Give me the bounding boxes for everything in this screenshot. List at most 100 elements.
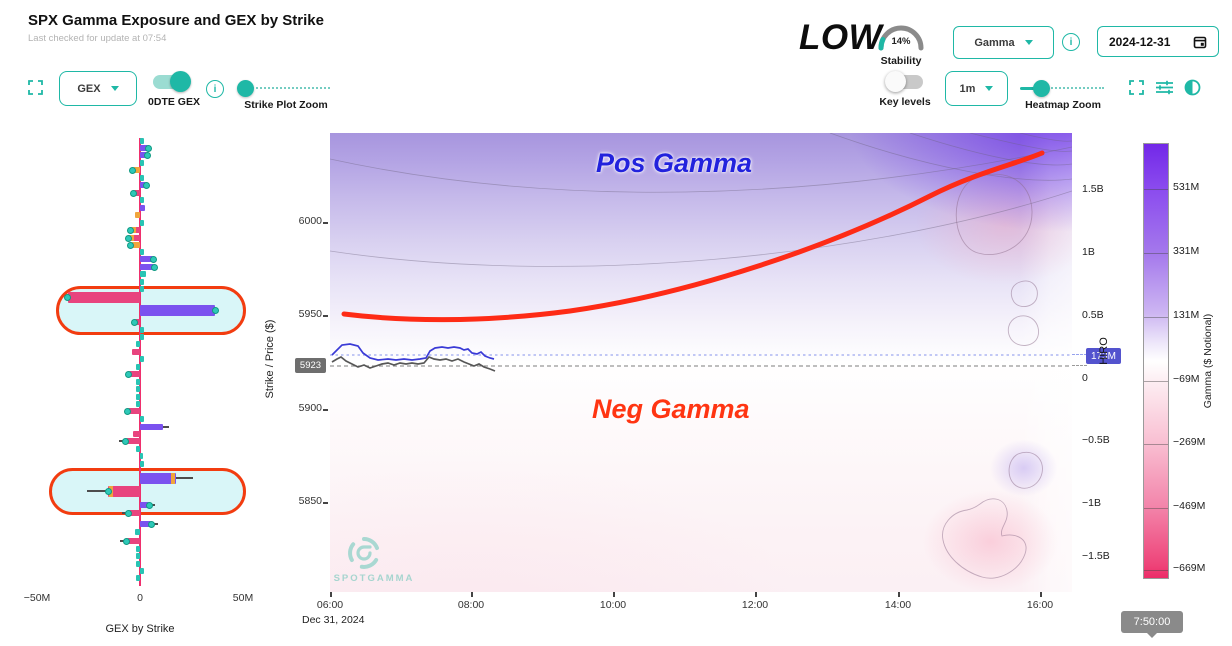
stability-gauge-arc bbox=[878, 25, 924, 51]
info-icon[interactable]: i bbox=[206, 80, 224, 98]
info-icon[interactable]: i bbox=[1062, 33, 1080, 51]
y-axis-tick-mark bbox=[323, 409, 328, 411]
heatmap-path-blob bbox=[1007, 315, 1039, 346]
last-checked-text: Last checked for update at 07:54 bbox=[28, 33, 167, 44]
odte-gex-toggle-knob[interactable] bbox=[170, 71, 191, 92]
metric-select[interactable]: Gamma bbox=[953, 26, 1054, 59]
x-axis-tick-mark bbox=[613, 592, 615, 597]
y-axis-tick-mark bbox=[323, 222, 328, 224]
hiro-axis-tick-label: −0.5B bbox=[1082, 434, 1110, 446]
colorbar-tick-label: 531M bbox=[1173, 181, 1200, 193]
stability-percent: 14% bbox=[891, 36, 911, 47]
heatmap-svg bbox=[330, 133, 1072, 579]
hiro-axis-tick-label: −1.5B bbox=[1082, 550, 1110, 562]
hiro-axis-tick-label: −1B bbox=[1082, 497, 1101, 509]
heatmap-path-blob bbox=[942, 498, 1027, 579]
colorbar-segment-line bbox=[1144, 444, 1168, 445]
hiro-axis-tick-label: 1.5B bbox=[1082, 183, 1104, 195]
tune-settings-icon[interactable] bbox=[1156, 80, 1173, 95]
x-axis-tick-label: 16:00 bbox=[1026, 599, 1054, 611]
heatmap-path-blob bbox=[1010, 280, 1038, 308]
hiro-axis-tick-label: 0 bbox=[1082, 372, 1088, 384]
strike-zoom-slider-knob[interactable] bbox=[237, 80, 254, 97]
colorbar-tick-label: −469M bbox=[1173, 500, 1206, 512]
chevron-down-icon bbox=[985, 86, 994, 91]
heatmap-zoom-slider-knob[interactable] bbox=[1033, 80, 1050, 97]
heatmap-path-contour bbox=[829, 133, 1072, 181]
y-axis-tick-label: 5900 bbox=[298, 402, 322, 414]
date-value: 2024-12-31 bbox=[1109, 34, 1171, 49]
pos-gamma-annotation: Pos Gamma bbox=[596, 148, 753, 178]
key-strike-highlight-oval bbox=[49, 468, 246, 515]
spotgamma-watermark-text: SPOTGAMMA bbox=[333, 573, 415, 584]
series-select-value: GEX bbox=[77, 82, 101, 95]
strike-zoom-slider-track[interactable] bbox=[244, 87, 330, 89]
key-strike-highlight-oval bbox=[56, 286, 246, 335]
time-tooltip: 7:50:00 bbox=[1121, 611, 1183, 638]
colorbar-tick-label: 131M bbox=[1173, 309, 1200, 321]
page-title: SPX Gamma Exposure and GEX by Strike bbox=[28, 12, 324, 29]
current-price-badge: 5923 bbox=[295, 358, 326, 373]
stability-label: Stability bbox=[880, 55, 922, 67]
gamma-heatmap-plot[interactable]: Pos Gamma Neg Gamma SPOTGAMMA bbox=[330, 133, 1072, 592]
y-axis-tick-label: 5850 bbox=[298, 495, 322, 507]
x-axis-tick-label: 14:00 bbox=[884, 599, 912, 611]
heatmap-path-contour bbox=[1019, 133, 1072, 142]
strike-price-axis-title: Strike / Price ($) bbox=[264, 319, 276, 399]
hiro-axis-title: HIRO bbox=[1098, 337, 1110, 365]
interval-select[interactable]: 1m bbox=[945, 71, 1008, 106]
colorbar-segment-line bbox=[1144, 317, 1168, 318]
colorbar-tick-label: −269M bbox=[1173, 436, 1206, 448]
x-axis-tick-label: 10:00 bbox=[599, 599, 627, 611]
y-axis-tick-mark bbox=[323, 502, 328, 504]
fullscreen-icon[interactable] bbox=[1129, 80, 1144, 95]
heatmap-path-blob bbox=[955, 173, 1033, 255]
strike-chart-title: GEX by Strike bbox=[105, 623, 175, 635]
strike-zoom-label: Strike Plot Zoom bbox=[244, 99, 328, 111]
heatmap-path-blue bbox=[331, 343, 495, 361]
stability-gauge: 14% Stability bbox=[874, 23, 928, 67]
x-axis-tick-mark bbox=[330, 592, 332, 597]
strike-axis-tick-label: 0 bbox=[137, 592, 143, 604]
colorbar-segment-line bbox=[1144, 508, 1168, 509]
x-axis-tick-mark bbox=[471, 592, 473, 597]
x-axis-tick-mark bbox=[898, 592, 900, 597]
contrast-icon[interactable] bbox=[1184, 79, 1201, 96]
hiro-value-badge: 173M bbox=[1086, 348, 1121, 364]
price-dash-stub bbox=[1072, 354, 1087, 355]
y-axis-tick-label: 5950 bbox=[298, 308, 322, 320]
series-select[interactable]: GEX bbox=[59, 71, 137, 106]
colorbar-segment-line bbox=[1144, 253, 1168, 254]
strike-chart-zero-axis bbox=[139, 138, 141, 586]
fullscreen-icon[interactable] bbox=[28, 80, 43, 95]
x-axis-tick-mark bbox=[1040, 592, 1042, 597]
price-dash-stub bbox=[1072, 365, 1087, 366]
neg-gamma-annotation: Neg Gamma bbox=[592, 394, 750, 424]
key-levels-toggle-knob[interactable] bbox=[885, 71, 906, 92]
strike-axis-tick-label: −50M bbox=[23, 592, 51, 604]
interval-select-value: 1m bbox=[959, 82, 976, 95]
calendar-icon bbox=[1193, 36, 1207, 48]
chevron-down-icon bbox=[1024, 40, 1033, 45]
colorbar-segment-line bbox=[1144, 189, 1168, 190]
date-input[interactable]: 2024-12-31 bbox=[1097, 26, 1219, 57]
heatmap-path-red bbox=[341, 150, 1045, 323]
gamma-colorbar bbox=[1143, 143, 1169, 579]
x-axis-tick-label: 08:00 bbox=[457, 599, 485, 611]
heatmap-zoom-slider-fill[interactable] bbox=[1020, 87, 1042, 90]
colorbar-segment-line bbox=[1144, 570, 1168, 571]
colorbar-tick-label: 331M bbox=[1173, 245, 1200, 257]
hiro-axis-tick-label: 0.5B bbox=[1082, 309, 1104, 321]
strike-axis-tick-label: 50M bbox=[232, 592, 254, 604]
x-axis-tick-label: 06:00 bbox=[316, 599, 344, 611]
heatmap-zoom-slider-track[interactable] bbox=[1044, 87, 1104, 89]
y-axis-tick-mark bbox=[323, 315, 328, 317]
heatmap-path-contour bbox=[909, 133, 1072, 166]
y-axis-tick-label: 6000 bbox=[298, 215, 322, 227]
heatmap-path-blob bbox=[1008, 452, 1043, 489]
heatmap-path-contour bbox=[330, 146, 1072, 193]
chevron-down-icon bbox=[110, 86, 119, 91]
spotgamma-logo-icon bbox=[348, 537, 379, 569]
heatmap-path-gray bbox=[331, 355, 496, 372]
